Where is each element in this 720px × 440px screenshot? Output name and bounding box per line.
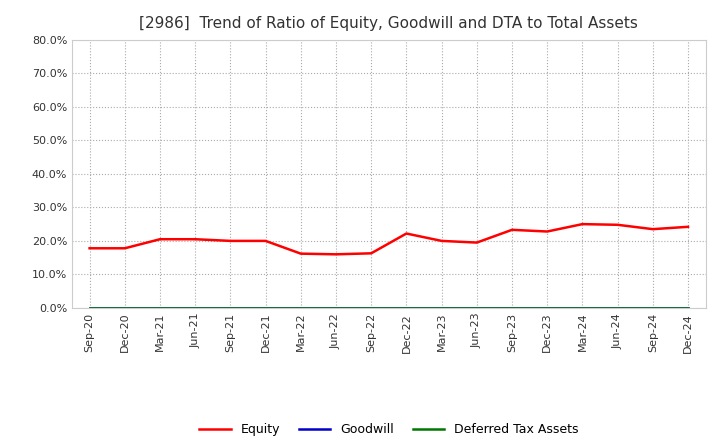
Equity — [85, 246, 94, 251]
Deferred Tax Assets — [472, 305, 481, 310]
Goodwill — [402, 305, 410, 310]
Equity — [332, 252, 341, 257]
Equity — [120, 246, 129, 251]
Deferred Tax Assets — [508, 305, 516, 310]
Goodwill — [191, 305, 199, 310]
Goodwill — [578, 305, 587, 310]
Goodwill — [437, 305, 446, 310]
Equity — [578, 221, 587, 227]
Deferred Tax Assets — [437, 305, 446, 310]
Equity — [261, 238, 270, 244]
Goodwill — [120, 305, 129, 310]
Goodwill — [226, 305, 235, 310]
Deferred Tax Assets — [649, 305, 657, 310]
Deferred Tax Assets — [261, 305, 270, 310]
Goodwill — [332, 305, 341, 310]
Deferred Tax Assets — [578, 305, 587, 310]
Title: [2986]  Trend of Ratio of Equity, Goodwill and DTA to Total Assets: [2986] Trend of Ratio of Equity, Goodwil… — [140, 16, 638, 32]
Goodwill — [613, 305, 622, 310]
Goodwill — [543, 305, 552, 310]
Deferred Tax Assets — [156, 305, 164, 310]
Legend: Equity, Goodwill, Deferred Tax Assets: Equity, Goodwill, Deferred Tax Assets — [194, 418, 583, 440]
Deferred Tax Assets — [543, 305, 552, 310]
Equity — [367, 251, 376, 256]
Line: Equity: Equity — [89, 224, 688, 254]
Goodwill — [508, 305, 516, 310]
Deferred Tax Assets — [402, 305, 410, 310]
Equity — [297, 251, 305, 256]
Deferred Tax Assets — [191, 305, 199, 310]
Goodwill — [367, 305, 376, 310]
Equity — [226, 238, 235, 244]
Deferred Tax Assets — [367, 305, 376, 310]
Equity — [437, 238, 446, 244]
Equity — [402, 231, 410, 236]
Equity — [649, 227, 657, 232]
Deferred Tax Assets — [297, 305, 305, 310]
Equity — [472, 240, 481, 245]
Deferred Tax Assets — [613, 305, 622, 310]
Equity — [613, 222, 622, 227]
Equity — [156, 237, 164, 242]
Goodwill — [472, 305, 481, 310]
Goodwill — [297, 305, 305, 310]
Goodwill — [156, 305, 164, 310]
Equity — [543, 229, 552, 234]
Deferred Tax Assets — [684, 305, 693, 310]
Deferred Tax Assets — [332, 305, 341, 310]
Goodwill — [85, 305, 94, 310]
Deferred Tax Assets — [85, 305, 94, 310]
Equity — [508, 227, 516, 232]
Goodwill — [261, 305, 270, 310]
Equity — [191, 237, 199, 242]
Deferred Tax Assets — [226, 305, 235, 310]
Goodwill — [649, 305, 657, 310]
Goodwill — [684, 305, 693, 310]
Equity — [684, 224, 693, 229]
Deferred Tax Assets — [120, 305, 129, 310]
